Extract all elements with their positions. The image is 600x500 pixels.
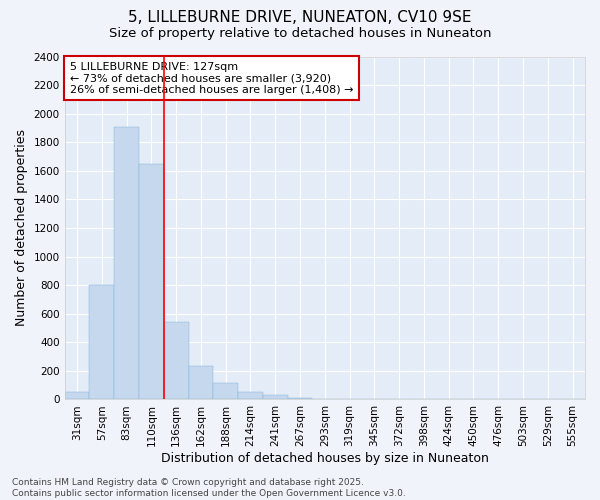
Bar xyxy=(65,392,89,400)
Bar xyxy=(89,285,114,400)
Bar xyxy=(214,383,238,400)
Text: 5, LILLEBURNE DRIVE, NUNEATON, CV10 9SE: 5, LILLEBURNE DRIVE, NUNEATON, CV10 9SE xyxy=(128,10,472,25)
Bar xyxy=(114,126,139,400)
Text: Contains HM Land Registry data © Crown copyright and database right 2025.
Contai: Contains HM Land Registry data © Crown c… xyxy=(12,478,406,498)
X-axis label: Distribution of detached houses by size in Nuneaton: Distribution of detached houses by size … xyxy=(161,452,489,465)
Bar xyxy=(238,392,263,400)
Bar xyxy=(139,164,164,400)
Bar xyxy=(188,366,214,400)
Bar xyxy=(263,395,287,400)
Y-axis label: Number of detached properties: Number of detached properties xyxy=(15,130,28,326)
Bar xyxy=(164,322,188,400)
Bar xyxy=(287,398,313,400)
Text: Size of property relative to detached houses in Nuneaton: Size of property relative to detached ho… xyxy=(109,28,491,40)
Text: 5 LILLEBURNE DRIVE: 127sqm
← 73% of detached houses are smaller (3,920)
26% of s: 5 LILLEBURNE DRIVE: 127sqm ← 73% of deta… xyxy=(70,62,353,95)
